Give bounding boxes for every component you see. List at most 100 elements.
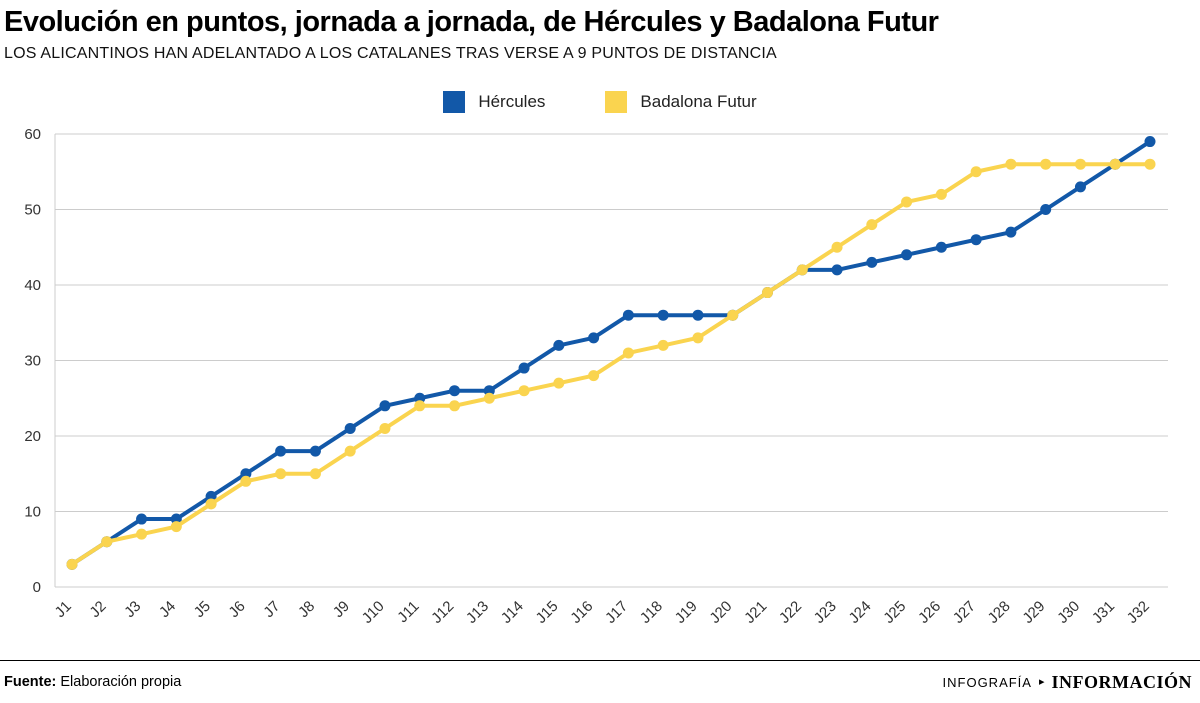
y-tick-label: 60: [24, 126, 41, 143]
x-tick-label: J30: [1054, 598, 1083, 627]
data-point: [344, 423, 356, 435]
series-line-0: [70, 139, 1152, 567]
data-point: [588, 332, 600, 344]
series-line-1: [70, 162, 1152, 567]
legend-label-badalona: Badalona Futur: [640, 92, 757, 112]
y-tick-label: 20: [24, 428, 41, 445]
x-tick-label: J3: [121, 598, 144, 621]
source-value: Elaboración propia: [60, 674, 182, 690]
x-tick-label: J31: [1089, 598, 1118, 627]
data-point: [240, 468, 252, 480]
data-point: [1005, 159, 1017, 171]
legend-label-hercules: Hércules: [478, 92, 546, 112]
legend-swatch-badalona: [605, 91, 628, 114]
y-tick-label: 10: [24, 504, 41, 521]
x-tick-label: J17: [602, 598, 631, 627]
x-tick-label: J18: [637, 598, 666, 627]
data-point: [449, 400, 461, 412]
header: Evolución en puntos, jornada a jornada, …: [0, 0, 1200, 63]
data-point: [309, 468, 321, 480]
data-point: [379, 423, 391, 435]
data-point: [66, 559, 78, 571]
legend-item-hercules: Hércules: [443, 91, 546, 114]
x-tick-label: J13: [463, 598, 492, 627]
x-tick-label: J14: [498, 598, 527, 627]
y-tick-label: 40: [24, 277, 41, 294]
x-tick-label: J9: [330, 598, 353, 621]
data-point: [692, 310, 704, 322]
data-point: [970, 166, 982, 178]
x-tick-label: J21: [741, 598, 770, 627]
y-tick-label: 50: [24, 202, 41, 219]
x-tick-label: J24: [846, 598, 875, 627]
data-point: [414, 400, 426, 412]
data-point: [622, 310, 634, 322]
x-tick-label: J26: [915, 598, 944, 627]
x-tick-label: J16: [567, 598, 596, 627]
play-arrow-icon: ▸: [1038, 675, 1045, 688]
x-tick-label: J29: [1019, 598, 1048, 627]
data-point: [901, 249, 913, 261]
data-point: [727, 310, 739, 322]
data-point: [761, 287, 773, 299]
x-tick-label: J15: [533, 598, 562, 627]
data-point: [1074, 159, 1086, 171]
data-point: [1040, 204, 1052, 216]
x-tick-label: J25: [880, 598, 909, 627]
credit-infografia-label: INFOGRAFÍA: [942, 674, 1032, 690]
source-label: Fuente:: [4, 674, 57, 690]
data-point: [379, 400, 391, 412]
x-tick-label: J4: [156, 598, 179, 621]
data-point: [344, 445, 356, 457]
data-point: [796, 264, 808, 276]
data-point: [657, 310, 669, 322]
data-point: [866, 219, 878, 231]
data-point: [1109, 159, 1121, 171]
data-point: [553, 377, 565, 389]
chart-title: Evolución en puntos, jornada a jornada, …: [4, 6, 939, 38]
data-point: [553, 340, 565, 352]
x-tick-label: J32: [1124, 598, 1153, 627]
data-point: [101, 536, 113, 548]
data-point: [518, 385, 530, 397]
data-point: [657, 340, 669, 352]
data-point: [622, 347, 634, 359]
data-point: [1144, 136, 1156, 148]
data-point: [1144, 159, 1156, 171]
data-point: [170, 521, 182, 533]
data-point: [275, 445, 287, 457]
x-tick-label: J10: [359, 598, 388, 627]
source-note: Fuente: Elaboración propia: [4, 674, 181, 690]
data-point: [136, 513, 148, 525]
data-point: [1040, 159, 1052, 171]
data-point: [831, 264, 843, 276]
data-point: [449, 385, 461, 397]
x-tick-label: J11: [394, 598, 422, 626]
data-point: [1074, 181, 1086, 193]
chart-subtitle: LOS ALICANTINOS HAN ADELANTADO A LOS CAT…: [4, 45, 777, 63]
data-point: [275, 468, 287, 480]
data-point: [970, 234, 982, 246]
x-tick-label: J28: [985, 598, 1014, 627]
x-tick-label: J6: [225, 598, 248, 621]
line-chart: 0 10 20 30 40 50 60 J1 J2 J3 J4 J5 J6 J7 J8 J9 J10 J11 J12…: [24, 126, 1168, 627]
x-tick-label: J27: [950, 598, 979, 627]
x-tick-label: J20: [706, 598, 735, 627]
data-point: [588, 370, 600, 382]
y-tick-label: 0: [33, 579, 41, 596]
x-tick-label: J23: [811, 598, 840, 627]
data-point: [136, 528, 148, 540]
x-tick-label: J1: [52, 598, 75, 621]
data-point: [483, 393, 495, 405]
x-tick-label: J8: [295, 598, 318, 621]
footer: Fuente: Elaboración propia INFOGRAFÍA ▸ …: [0, 660, 1200, 703]
data-point: [1005, 226, 1017, 238]
data-point: [414, 393, 426, 405]
legend-swatch-hercules: [443, 91, 466, 114]
data-point: [935, 189, 947, 201]
data-point: [205, 498, 217, 510]
data-point: [935, 242, 947, 254]
data-point: [518, 362, 530, 374]
legend: Hércules Badalona Futur: [0, 89, 1200, 115]
